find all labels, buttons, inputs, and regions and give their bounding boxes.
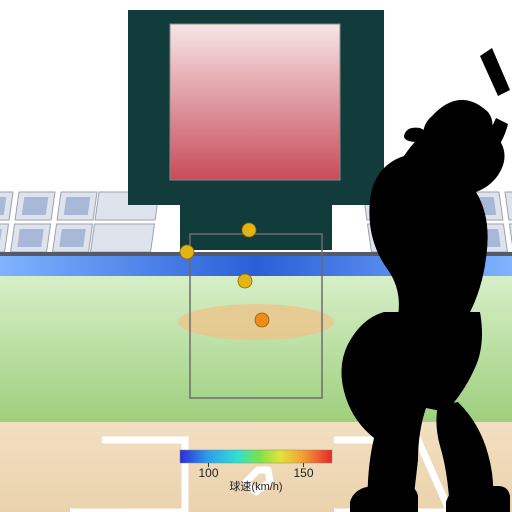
pitch-marker [255, 313, 269, 327]
legend-caption: 球速(km/h) [229, 479, 282, 493]
scoreboard-pillar [180, 205, 332, 250]
legend-tick-label: 150 [293, 466, 313, 480]
stand-window [22, 197, 49, 215]
pitch-location-chart: 100 150 球速(km/h) [0, 0, 512, 512]
legend-tick-label: 100 [198, 466, 218, 480]
pitch-marker [180, 245, 194, 259]
stand-window [64, 197, 91, 215]
home-dirt [0, 422, 512, 512]
stand-window [17, 229, 44, 247]
stand-window [59, 229, 86, 247]
stand-panel [91, 224, 155, 252]
pitch-marker [238, 274, 252, 288]
scoreboard-screen [170, 24, 340, 180]
pitch-marker [242, 223, 256, 237]
